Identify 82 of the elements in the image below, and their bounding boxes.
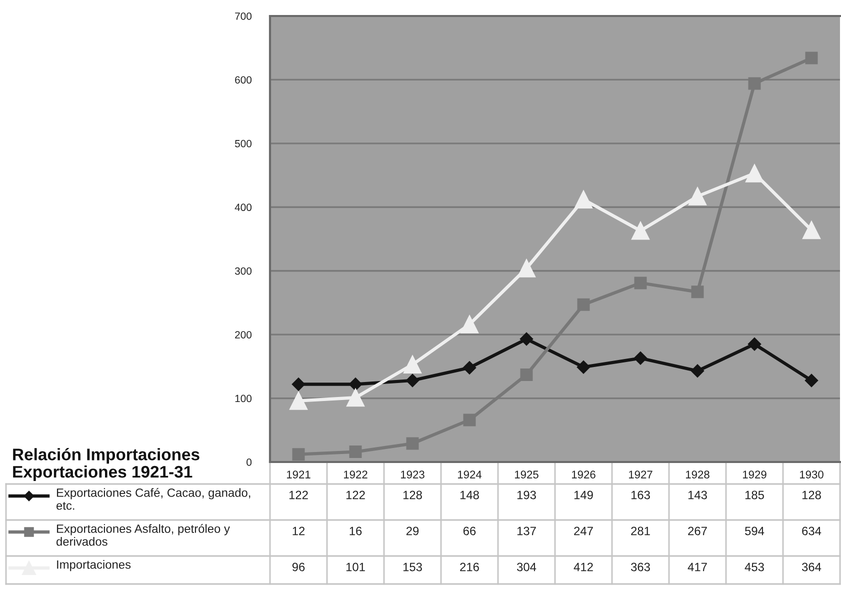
y-tick-label: 400	[234, 204, 252, 212]
point	[462, 361, 476, 374]
data-label: 247	[574, 526, 593, 536]
data-label: 364	[802, 562, 822, 572]
point	[460, 315, 479, 334]
y-tick-label: 100	[235, 394, 252, 402]
point	[631, 222, 650, 240]
point	[463, 414, 476, 426]
x-tick-label: 1930	[800, 470, 824, 478]
data-label: 96	[292, 562, 305, 572]
x-tick-label: 1927	[628, 470, 652, 478]
x-tick-label: 1929	[742, 470, 766, 478]
point	[403, 355, 422, 374]
point	[517, 259, 536, 278]
point	[802, 221, 821, 240]
data-label: 148	[460, 490, 479, 500]
legend-label: Exportaciones Café, Cacao, ganado, etc.	[56, 488, 250, 510]
data-label: 185	[745, 490, 764, 500]
point	[805, 52, 818, 64]
point	[691, 286, 704, 298]
data-label: 363	[630, 562, 650, 572]
data-label: 122	[289, 490, 308, 500]
x-tick-label: 1926	[572, 470, 596, 478]
data-label: 453	[744, 562, 764, 572]
x-tick-label: 1925	[514, 470, 538, 478]
data-label: 149	[574, 490, 593, 500]
data-label: 594	[745, 526, 764, 536]
data-label: 304	[516, 562, 536, 572]
y-tick-label: 300	[234, 267, 252, 275]
point	[406, 374, 420, 388]
data-label: 267	[688, 526, 707, 536]
point	[520, 368, 533, 381]
y-tick-label: 500	[234, 140, 252, 148]
point	[804, 374, 818, 388]
data-label: 128	[802, 490, 821, 500]
point	[348, 378, 362, 391]
x-tick-label: 1924	[458, 470, 482, 478]
point	[690, 364, 704, 378]
text: Relación Importaciones Exportaciones 1921-31	[13, 448, 200, 481]
y-tick-label: 200	[235, 331, 252, 338]
point	[745, 164, 764, 182]
point	[292, 448, 305, 461]
data-label: 66	[463, 526, 476, 536]
data-label: 281	[631, 526, 650, 536]
point	[688, 187, 707, 206]
point	[574, 190, 593, 209]
legend-label: Exportaciones Asfalto, petróleo y derivados	[56, 524, 230, 546]
point	[406, 437, 419, 450]
data-label: 12	[292, 526, 305, 536]
point	[520, 332, 534, 346]
data-label: 412	[574, 562, 593, 572]
point	[292, 378, 306, 391]
point	[576, 360, 590, 374]
data-label: 29	[406, 526, 419, 536]
data-label: 16	[350, 526, 362, 536]
data-label: 128	[403, 490, 422, 500]
point	[748, 338, 762, 351]
x-tick-label: 1922	[344, 470, 368, 478]
data-label: 101	[346, 562, 365, 572]
point	[289, 392, 308, 410]
y-tick-label: 700	[235, 12, 252, 20]
data-label: 153	[403, 562, 422, 572]
point	[634, 352, 648, 365]
point	[346, 388, 365, 407]
point	[577, 298, 590, 311]
point	[349, 446, 362, 458]
data-label: 122	[346, 490, 365, 500]
data-label: 634	[802, 526, 822, 536]
data-label: 193	[517, 490, 536, 500]
x-tick-label: 1921	[286, 470, 310, 478]
data-label: 163	[631, 490, 650, 500]
y-tick-label: 0	[246, 458, 252, 466]
x-tick-label: 1923	[400, 470, 424, 478]
data-label: 137	[517, 526, 536, 536]
data-label: 417	[688, 562, 707, 572]
data-label: 216	[460, 562, 479, 572]
data-label: 143	[688, 490, 707, 500]
point	[748, 77, 761, 90]
x-tick-label: 1928	[686, 470, 710, 478]
y-tick-label: 600	[235, 76, 252, 84]
legend-label: Importaciones	[57, 560, 131, 572]
point	[634, 276, 647, 290]
